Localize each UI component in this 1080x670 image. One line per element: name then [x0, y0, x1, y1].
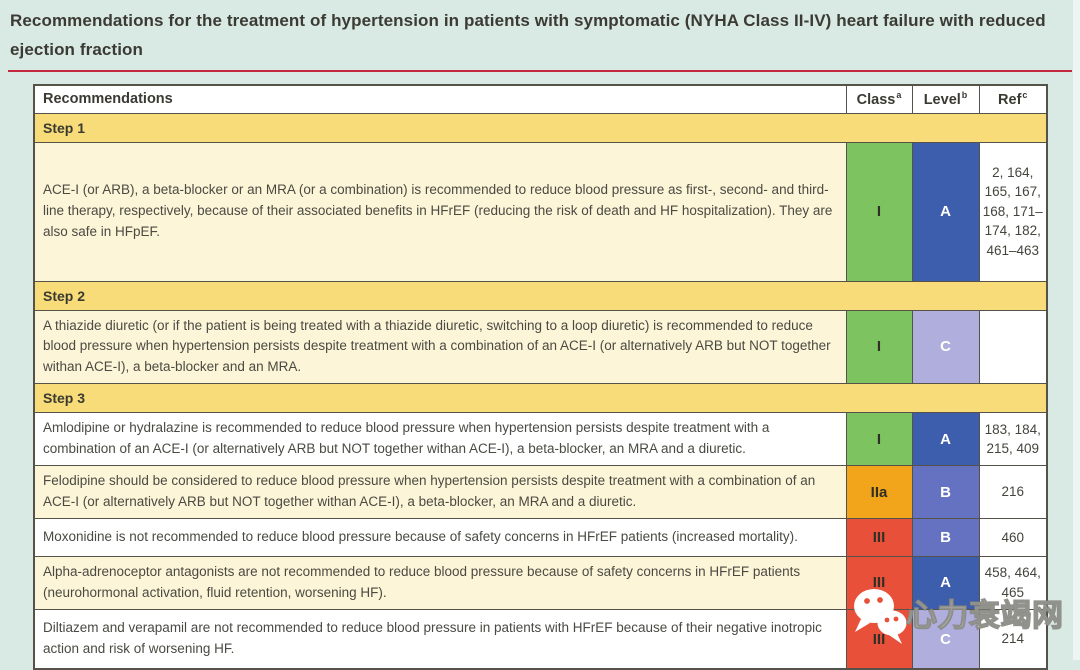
class-badge: I	[845, 412, 913, 467]
class-badge: I	[845, 309, 913, 385]
class-badge: I	[845, 141, 913, 282]
column-header-ref: Refc	[978, 84, 1048, 114]
section-label: Step 3	[33, 383, 1048, 414]
table-row: Moxonidine is not recommended to reduce …	[33, 517, 1048, 557]
level-header-label: Level	[923, 92, 961, 109]
table-row: A thiazide diuretic (or if the patient i…	[33, 309, 1048, 385]
class-badge: III	[845, 608, 913, 670]
recommendation-text: Moxonidine is not recommended to reduce …	[33, 517, 847, 557]
ref-numbers	[978, 309, 1048, 385]
column-header-class: Classa	[845, 84, 913, 114]
level-badge: B	[911, 517, 980, 557]
table-row: Felodipine should be considered to reduc…	[33, 465, 1048, 519]
recommendation-text: Diltiazem and verapamil are not recommen…	[33, 608, 847, 670]
page-title: Recommendations for the treatment of hyp…	[10, 11, 1046, 59]
ref-numbers: 214	[978, 608, 1048, 670]
section-header-step-1: Step 1	[33, 112, 1048, 143]
recommendation-text: Alpha-adrenoceptor antagonists are not r…	[33, 555, 847, 610]
level-badge: C	[911, 608, 980, 670]
level-footnote-marker: b	[961, 90, 968, 101]
title-divider-rule	[8, 70, 1072, 72]
column-header-recommendations: Recommendations	[33, 84, 847, 114]
ref-numbers: 458, 464, 465	[978, 555, 1048, 610]
class-header-label: Class	[856, 92, 896, 109]
class-badge: IIa	[845, 465, 913, 519]
section-header-step-2: Step 2	[33, 280, 1048, 311]
class-badge: III	[845, 555, 913, 610]
level-badge: A	[911, 555, 980, 610]
class-footnote-marker: a	[896, 90, 902, 101]
right-margin-strip	[1073, 0, 1080, 660]
ref-numbers: 216	[978, 465, 1048, 519]
level-badge: B	[911, 465, 980, 519]
recommendations-table: Recommendations Classa Levelb Refc Step …	[33, 84, 1048, 670]
ref-numbers: 460	[978, 517, 1048, 557]
level-badge: A	[911, 141, 980, 282]
level-badge: C	[911, 309, 980, 385]
class-badge: III	[845, 517, 913, 557]
recommendation-text: Felodipine should be considered to reduc…	[33, 465, 847, 519]
ref-header-label: Ref	[998, 92, 1022, 109]
table-row: Diltiazem and verapamil are not recommen…	[33, 608, 1048, 670]
table-row: Amlodipine or hydralazine is recommended…	[33, 412, 1048, 467]
section-label: Step 1	[33, 112, 1048, 143]
recommendation-text: ACE-I (or ARB), a beta-blocker or an MRA…	[33, 141, 847, 282]
ref-numbers: 2, 164, 165, 167, 168, 171–174, 182, 461…	[978, 141, 1048, 282]
ref-numbers: 183, 184, 215, 409	[978, 412, 1048, 467]
table-header-row: Recommendations Classa Levelb Refc	[33, 84, 1048, 114]
section-label: Step 2	[33, 280, 1048, 311]
table-row: Alpha-adrenoceptor antagonists are not r…	[33, 555, 1048, 610]
table-row: ACE-I (or ARB), a beta-blocker or an MRA…	[33, 141, 1048, 282]
ref-footnote-marker: c	[1022, 90, 1028, 101]
section-header-step-3: Step 3	[33, 383, 1048, 414]
level-badge: A	[911, 412, 980, 467]
column-header-level: Levelb	[911, 84, 980, 114]
recommendation-text: Amlodipine or hydralazine is recommended…	[33, 412, 847, 467]
recommendation-text: A thiazide diuretic (or if the patient i…	[33, 309, 847, 385]
